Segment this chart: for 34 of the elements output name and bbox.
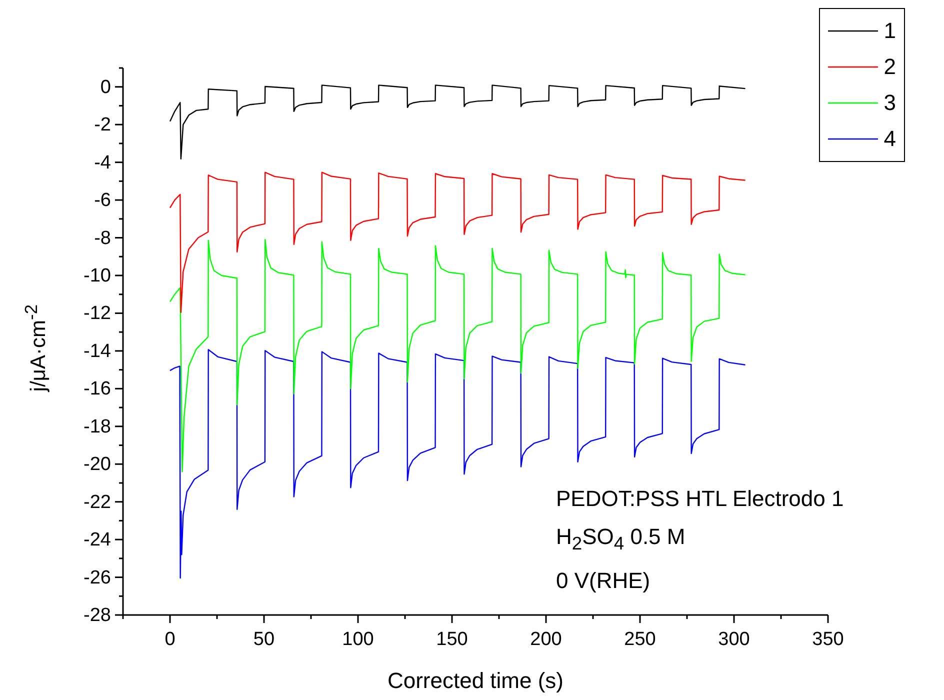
y-tick-label: -16 bbox=[84, 378, 111, 400]
y-tick-label: -12 bbox=[84, 303, 111, 324]
x-tick-label: 300 bbox=[718, 629, 750, 650]
y-tick-label: -4 bbox=[94, 152, 112, 174]
line-series bbox=[169, 172, 746, 314]
y-tick-label: -26 bbox=[84, 567, 111, 588]
legend-label: 1 bbox=[884, 18, 896, 44]
x-tick-label: 100 bbox=[342, 629, 374, 650]
annotation: PEDOT:PSS HTL Electrodo 1 bbox=[556, 485, 844, 513]
line-series bbox=[169, 84, 746, 160]
legend-label: 3 bbox=[884, 90, 896, 116]
legend-label: 2 bbox=[884, 54, 896, 80]
x-tick-label: 250 bbox=[624, 629, 656, 650]
annotation: H$_{2}$SO$_{4}$ 0.5 M bbox=[556, 523, 686, 556]
x-tick-label: 0 bbox=[164, 629, 176, 650]
x-tick-label: 150 bbox=[436, 629, 468, 650]
x-axis-title: Corrected time (s) bbox=[387, 668, 564, 694]
x-tick-label: 50 bbox=[253, 629, 275, 650]
y-tick-label: -14 bbox=[84, 340, 112, 362]
y-tick-label: -20 bbox=[84, 454, 111, 476]
legend-label: 4 bbox=[884, 126, 896, 152]
y-tick-label: -8 bbox=[94, 228, 111, 249]
y-tick-label: -24 bbox=[84, 530, 112, 551]
y-tick-label: -22 bbox=[84, 492, 111, 513]
y-tick-label: -6 bbox=[94, 190, 111, 212]
y-tick-label: -10 bbox=[84, 265, 111, 286]
y-tick-label: 0 bbox=[100, 76, 111, 98]
line-series bbox=[169, 238, 746, 472]
x-tick-label: 200 bbox=[530, 629, 562, 650]
x-tick-label: 350 bbox=[812, 629, 844, 650]
annotation: 0 V(RHE) bbox=[556, 567, 652, 596]
y-tick-label: -18 bbox=[84, 416, 111, 438]
y-tick-label: -2 bbox=[94, 114, 111, 136]
y-tick-label: -28 bbox=[84, 605, 111, 626]
